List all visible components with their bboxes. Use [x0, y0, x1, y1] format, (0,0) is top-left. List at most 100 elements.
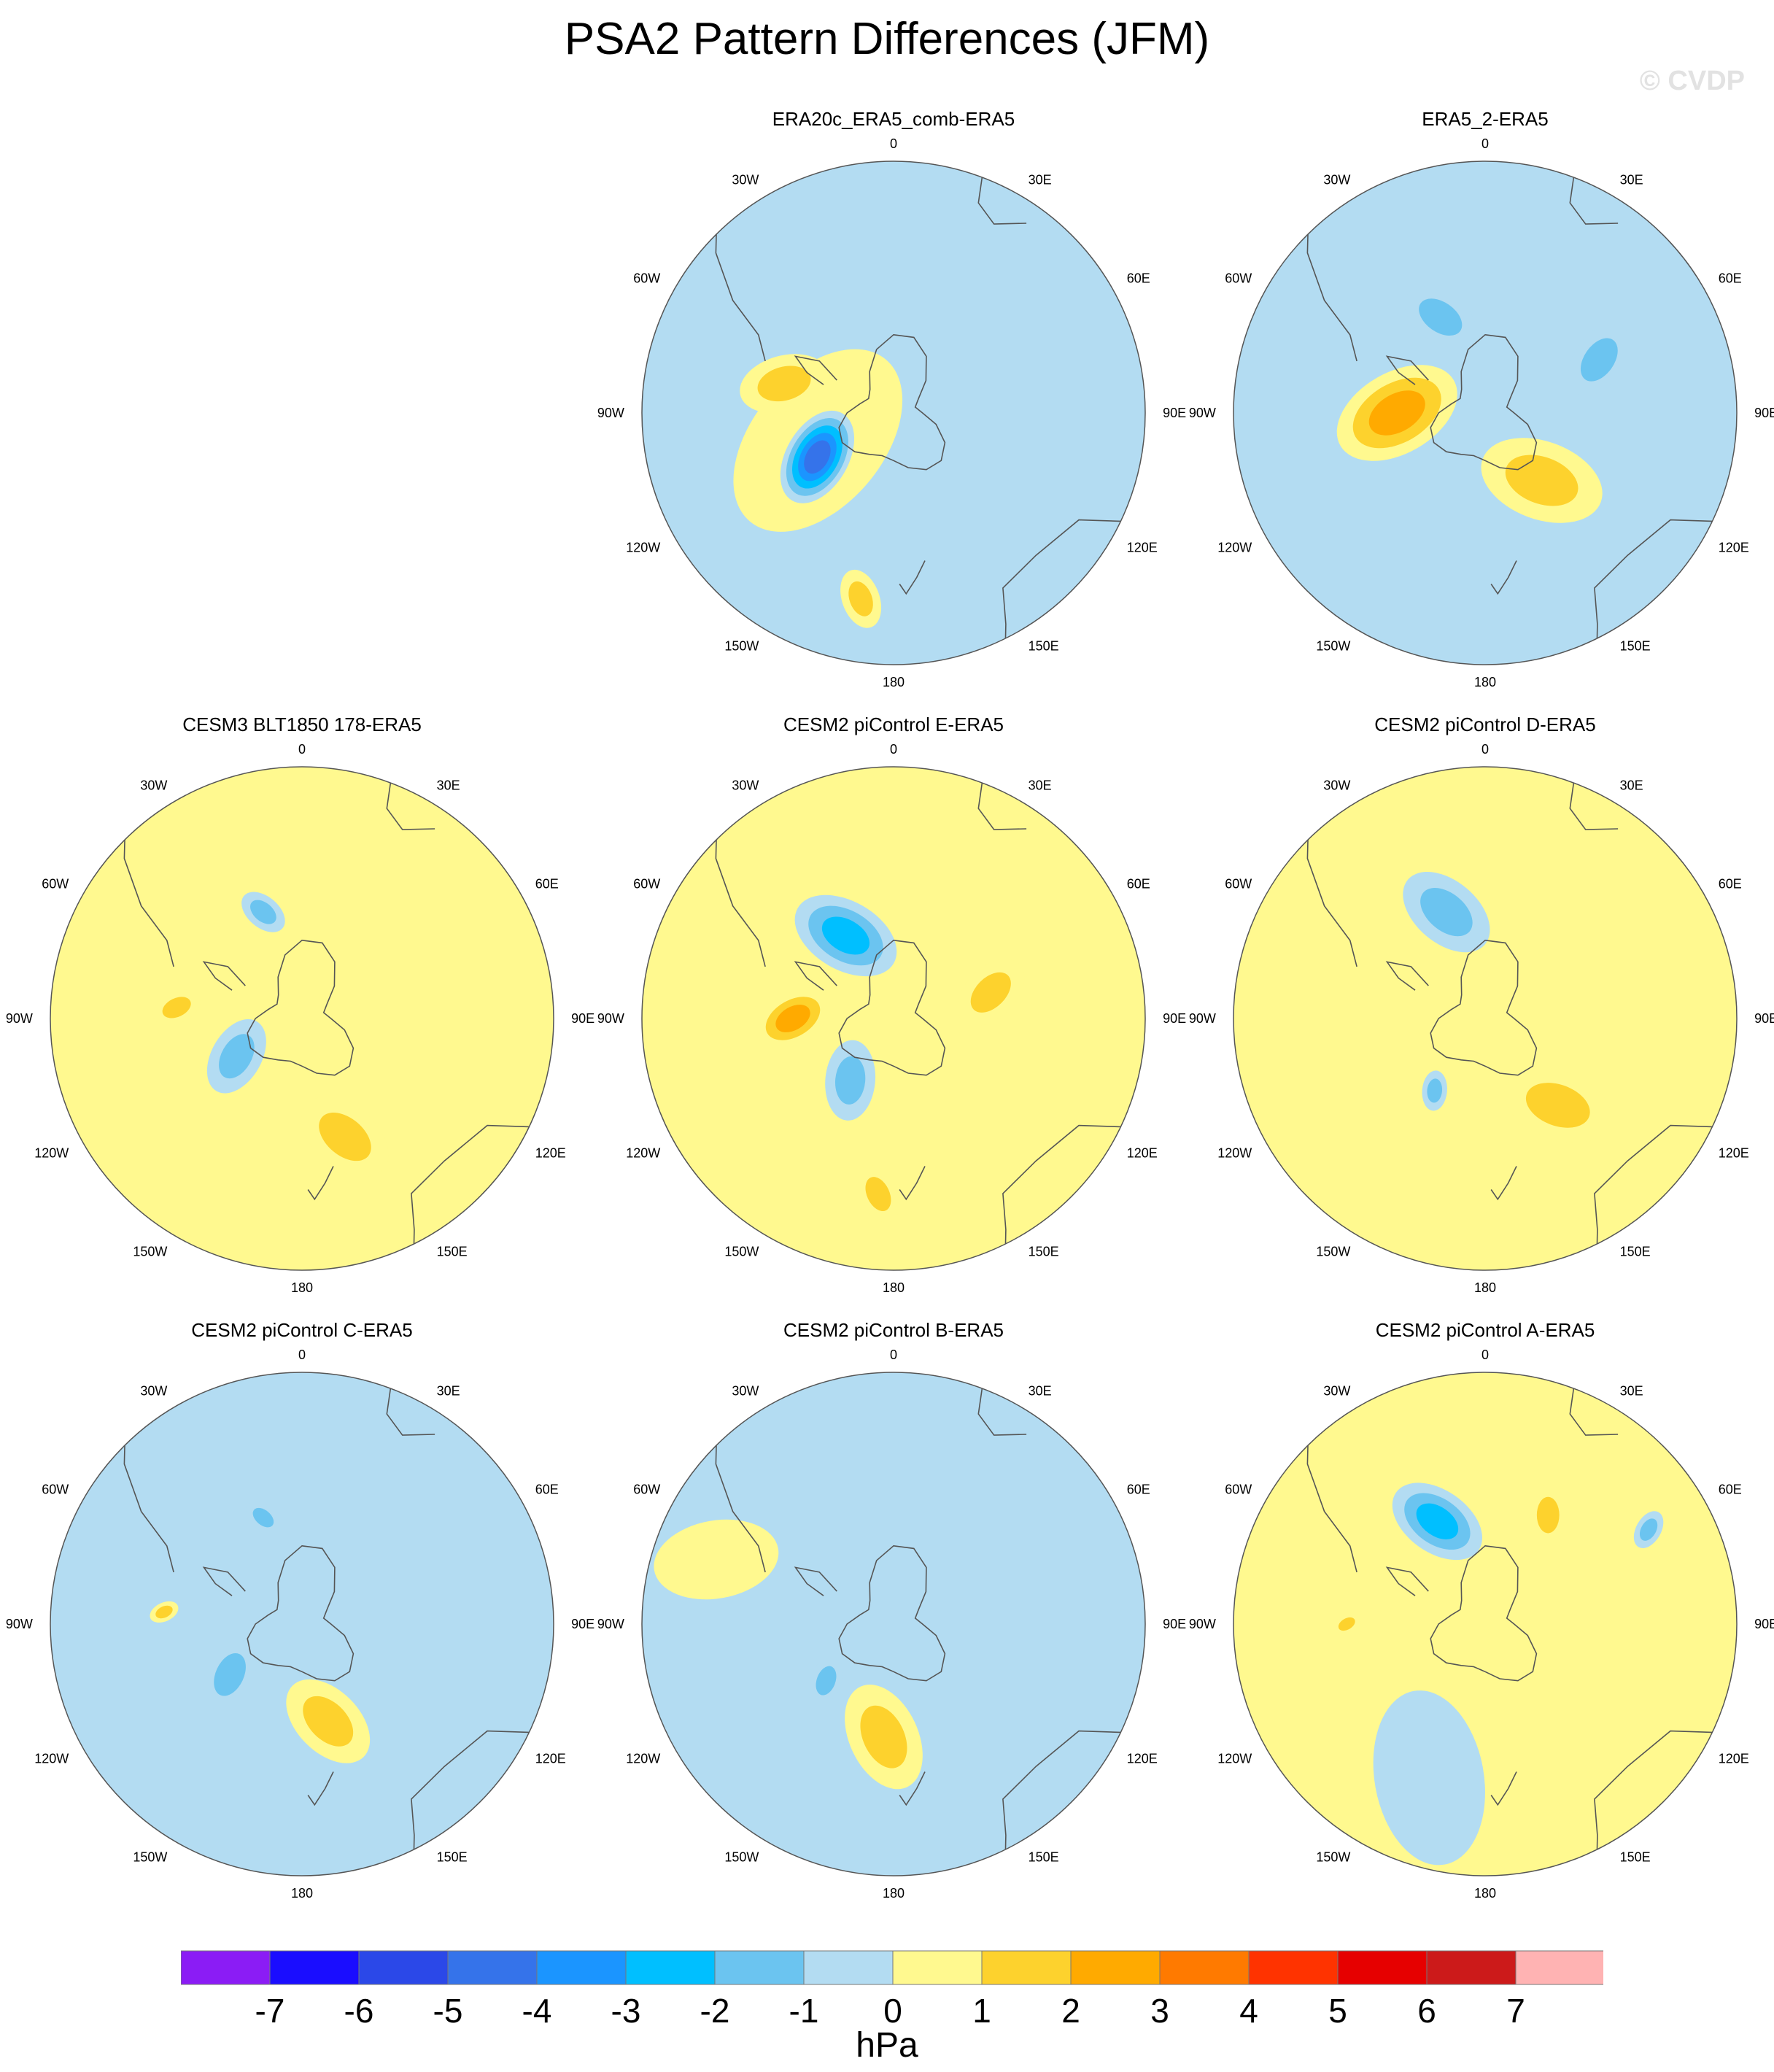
- polar-map: 0 180 30W 60W 90W 120W 150W 30E 60E 90E 120E 150E: [597, 1348, 1186, 1901]
- south-america-coastline: [715, 1427, 766, 1573]
- lon-label: 180: [1474, 1280, 1496, 1295]
- lon-label: 0: [1481, 742, 1489, 757]
- new-zealand-coastline: [307, 1166, 334, 1201]
- lon-label: 30W: [1323, 1383, 1350, 1398]
- contour-region: [303, 1696, 354, 1747]
- lon-label: 150E: [1029, 1245, 1059, 1259]
- panel-era20c-era5-comb: ERA20c_ERA5_comb-ERA5 0 180 30W 60W 90W 120W 1…: [597, 108, 1186, 706]
- lon-label: 60W: [1225, 876, 1252, 891]
- contour-region: [1419, 298, 1463, 336]
- contour-region: [865, 1177, 891, 1212]
- lon-label: 120E: [1719, 1752, 1749, 1766]
- lon-label: 60E: [535, 1482, 559, 1496]
- australia-coastline: [1002, 519, 1126, 653]
- contour-region: [1416, 1503, 1459, 1539]
- africa-coastline: [977, 164, 1027, 225]
- colorbar-swatch: [536, 1950, 627, 1985]
- antarctica-coastline: [1430, 1545, 1538, 1682]
- lon-label: 150W: [1316, 639, 1350, 654]
- panel-era5-2: ERA5_2-ERA5 0 180 30W 60W 90W 120W 150W 30E 60E 9…: [1189, 108, 1774, 706]
- lon-label: 90E: [571, 1617, 594, 1631]
- contour-region: [757, 366, 811, 402]
- colorbar-tick: -4: [522, 1992, 552, 2030]
- colorbar-unit-label: hPa: [856, 2026, 918, 2065]
- south-america-coastline: [1306, 1427, 1357, 1573]
- polar-map: 0 180 30W 60W 90W 120W 150W 30E 60E 90E 120E 150E: [597, 136, 1186, 689]
- lon-label: 120W: [626, 541, 660, 555]
- new-zealand-coastline: [1490, 1166, 1517, 1201]
- lon-label: 180: [291, 1280, 313, 1295]
- lon-label: 180: [1474, 675, 1496, 689]
- lon-label: 30E: [437, 778, 460, 792]
- lon-label: 0: [890, 742, 897, 757]
- antarctica-coastline: [247, 939, 355, 1076]
- south-america-coastline: [715, 216, 766, 362]
- colorbar-swatch: [714, 1950, 805, 1985]
- colorbar-tick: -3: [611, 1992, 641, 2030]
- colorbar-tick: -2: [700, 1992, 730, 2030]
- lon-label: 150E: [1029, 1850, 1059, 1865]
- antarctica-coastline: [1430, 939, 1538, 1076]
- map-background: [642, 1372, 1145, 1876]
- peninsula-coastline: [794, 355, 837, 385]
- peninsula-coastline: [1385, 961, 1429, 991]
- colorbar-swatch: [1070, 1950, 1161, 1985]
- map-background: [1233, 1372, 1737, 1876]
- lon-label: 150E: [1029, 639, 1059, 654]
- panel-cesm2-picontrol-a: CESM2 piControl A-ERA5 0 180 30W 60W 90W 120W…: [1189, 1319, 1774, 1917]
- lon-label: 120E: [1719, 541, 1749, 555]
- south-america-coastline: [123, 1427, 174, 1573]
- australia-coastline: [1594, 1124, 1718, 1259]
- contour-region: [1338, 1617, 1355, 1631]
- lon-label: 30E: [437, 1383, 460, 1398]
- lon-label: 150W: [133, 1245, 167, 1259]
- contour-region: [775, 1005, 810, 1032]
- contour-region: [162, 997, 191, 1018]
- map-border: [641, 161, 1146, 665]
- lon-label: 120W: [34, 1752, 69, 1766]
- antarctica-coastline: [838, 333, 946, 471]
- colorbar-tick: 2: [1061, 1992, 1080, 2030]
- lon-label: 30W: [732, 778, 759, 792]
- lon-label: 60W: [633, 1482, 660, 1496]
- colorbar-tick: -7: [255, 1992, 285, 2030]
- africa-coastline: [386, 1375, 435, 1436]
- contour-region: [1536, 1496, 1560, 1534]
- lon-label: 180: [883, 1280, 905, 1295]
- lon-label: 180: [291, 1886, 313, 1901]
- antarctica-coastline: [838, 939, 946, 1076]
- lon-label: 30E: [1029, 778, 1052, 792]
- contour-region: [816, 1666, 837, 1696]
- colorbar-tick: 6: [1417, 1992, 1436, 2030]
- peninsula-coastline: [1385, 1566, 1429, 1596]
- lon-label: 120W: [626, 1146, 660, 1161]
- polar-map: 0 180 30W 60W 90W 120W 150W 30E 60E 90E 120E 150E: [6, 1348, 594, 1901]
- contour-region: [1639, 1518, 1658, 1541]
- lon-label: 120E: [535, 1752, 566, 1766]
- lon-label: 150E: [1620, 639, 1651, 654]
- panel-title: CESM2 piControl D-ERA5: [1374, 714, 1596, 735]
- lon-label: 30E: [1620, 778, 1643, 792]
- peninsula-coastline: [794, 961, 837, 991]
- peninsula-coastline: [1385, 355, 1429, 385]
- new-zealand-coastline: [1490, 1771, 1517, 1806]
- australia-coastline: [411, 1124, 535, 1259]
- lon-label: 90W: [597, 1617, 624, 1631]
- lon-label: 90W: [597, 1011, 624, 1026]
- peninsula-coastline: [202, 1566, 246, 1596]
- lon-label: 60E: [1719, 876, 1742, 891]
- lon-label: 150E: [437, 1245, 468, 1259]
- contour-region: [1373, 1690, 1485, 1866]
- lon-label: 90W: [1189, 406, 1216, 420]
- lon-label: 150W: [724, 1850, 759, 1865]
- panel-cesm2-picontrol-b: CESM2 piControl B-ERA5 0 180 30W 60W 90W 120W…: [597, 1319, 1186, 1917]
- australia-coastline: [1594, 519, 1718, 653]
- colorbar-swatch: [269, 1950, 360, 1985]
- lon-label: 0: [298, 742, 306, 757]
- lon-label: 0: [298, 1348, 306, 1362]
- colorbar-tick: -1: [789, 1992, 819, 2030]
- polar-map: 0 180 30W 60W 90W 120W 150W 30E 60E 90E 120E 150E: [597, 742, 1186, 1295]
- contour-region: [319, 1113, 371, 1161]
- peninsula-coastline: [794, 1566, 837, 1596]
- lon-label: 60W: [633, 271, 660, 285]
